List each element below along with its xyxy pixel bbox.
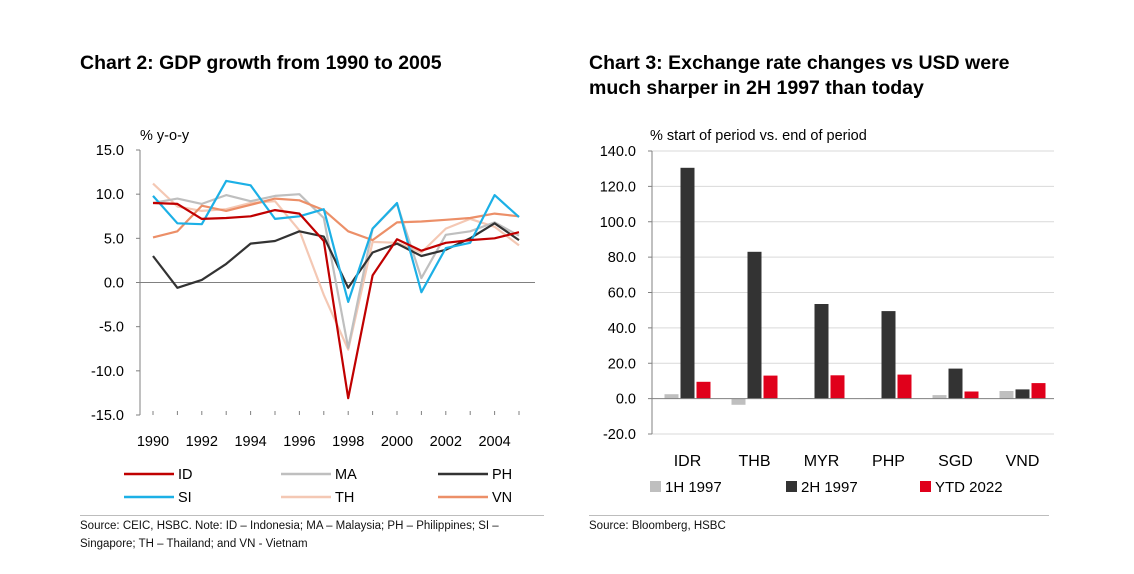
chart2-y-tick-label: 5.0 — [104, 231, 124, 247]
chart3-bar-php-2h-1997 — [881, 311, 896, 399]
chart3-bar-vnd-2h-1997 — [1015, 389, 1030, 399]
chart3-category-label: SGD — [938, 453, 973, 470]
chart3-bar-sgd-ytd-2022 — [964, 391, 979, 399]
chart3-bar-thb-ytd-2022 — [763, 375, 778, 399]
chart2-x-tick-label: 2000 — [381, 434, 413, 450]
chart3-bar-idr-ytd-2022 — [696, 381, 711, 399]
chart3-y-unit-label: % start of period vs. end of period — [650, 128, 867, 144]
chart3-bar-myr-ytd-2022 — [830, 375, 845, 399]
chart3-bar-thb-1h-1997 — [731, 398, 746, 405]
chart2-legend-label-th: TH — [335, 490, 354, 506]
chart2-y-tick-label: -10.0 — [91, 364, 124, 380]
chart3-y-tick-label: 40.0 — [608, 321, 636, 337]
chart3-bar-thb-2h-1997 — [747, 251, 762, 399]
chart2-plot: % y-o-y 15.0 10.0 5.0 0.0 -5.0 -10.0 -15.0 1990 1… — [91, 128, 535, 506]
chart2-x-tick-label: 1990 — [137, 434, 169, 450]
chart3-bar-sgd-1h-1997 — [932, 395, 947, 399]
chart2-x-tick-label: 1992 — [186, 434, 218, 450]
chart3-y-tick-label: -20.0 — [603, 427, 636, 443]
chart2-y-tick-label: 15.0 — [96, 143, 124, 159]
chart2-x-tick-label: 1994 — [234, 434, 266, 450]
chart3-title: Chart 3: Exchange rate changes vs USD we… — [589, 52, 1010, 99]
chart3-plot: % start of period vs. end of period 140.0… — [600, 128, 1054, 496]
chart3-category-label: PHP — [872, 453, 905, 470]
chart3-legend-label-ytd-2022: YTD 2022 — [935, 479, 1003, 496]
chart3-y-tick-label: 140.0 — [600, 144, 636, 160]
chart3-bar-vnd-1h-1997 — [999, 391, 1014, 399]
chart3-category-label: THB — [739, 453, 771, 470]
chart3-category-label: VND — [1006, 453, 1040, 470]
chart2-legend-label-id: ID — [178, 467, 193, 483]
chart2-series-line-si — [152, 179, 520, 303]
chart2-series-line-id — [152, 201, 520, 400]
chart3-bar-php-ytd-2022 — [897, 374, 912, 399]
chart3-source-note: Source: Bloomberg, HSBC — [589, 520, 726, 532]
chart2-y-unit-label: % y-o-y — [140, 128, 190, 144]
chart2-legend-label-ph: PH — [492, 467, 512, 483]
chart2-x-tick-label: 1996 — [283, 434, 315, 450]
chart3-y-tick-label: 20.0 — [608, 356, 636, 372]
chart3-legend-label-2h-1997: 2H 1997 — [801, 479, 858, 496]
chart2-y-tick-label: -15.0 — [91, 408, 124, 424]
chart2-y-tick-label: 10.0 — [96, 187, 124, 203]
chart3-category-label: IDR — [674, 453, 702, 470]
chart3-legend-swatch-ytd-2022 — [920, 481, 931, 492]
chart3-category-label: MYR — [804, 453, 840, 470]
chart2-x-tick-label: 1998 — [332, 434, 364, 450]
chart2-source-note: Source: CEIC, HSBC. Note: ID – Indonesia… — [80, 520, 499, 550]
chart2-title: Chart 2: GDP growth from 1990 to 2005 — [80, 52, 442, 74]
chart3-bar-myr-2h-1997 — [814, 304, 829, 399]
chart2-series-line-ph — [152, 222, 520, 289]
chart2-source-rule — [80, 515, 544, 516]
chart2-x-tick-label: 2002 — [430, 434, 462, 450]
chart3-legend-swatch-1h-1997 — [650, 481, 661, 492]
chart3-legend-label-1h-1997: 1H 1997 — [665, 479, 722, 496]
chart3-bar-idr-2h-1997 — [680, 167, 695, 399]
chart3-bar-vnd-ytd-2022 — [1031, 383, 1046, 399]
chart3-bar-idr-1h-1997 — [664, 394, 679, 399]
chart2-x-tick-label: 2004 — [478, 434, 510, 450]
chart3-y-tick-label: 120.0 — [600, 179, 636, 195]
chart3-source-rule — [589, 515, 1049, 516]
chart2-y-tick-label: 0.0 — [104, 276, 124, 292]
chart3-y-tick-label: 0.0 — [616, 392, 636, 408]
chart2-series-line-vn — [152, 197, 520, 242]
chart2-legend-label-si: SI — [178, 490, 192, 506]
chart2-series-line-ma — [152, 193, 520, 349]
chart2-legend-label-ma: MA — [335, 467, 357, 483]
chart3-y-tick-label: 60.0 — [608, 286, 636, 302]
chart3-bar-sgd-2h-1997 — [948, 368, 963, 399]
chart3-legend-swatch-2h-1997 — [786, 481, 797, 492]
chart3-y-tick-label: 100.0 — [600, 215, 636, 231]
chart2-y-tick-label: -5.0 — [99, 320, 124, 336]
chart3-y-tick-label: 80.0 — [608, 250, 636, 266]
chart2-legend-label-vn: VN — [492, 490, 512, 506]
